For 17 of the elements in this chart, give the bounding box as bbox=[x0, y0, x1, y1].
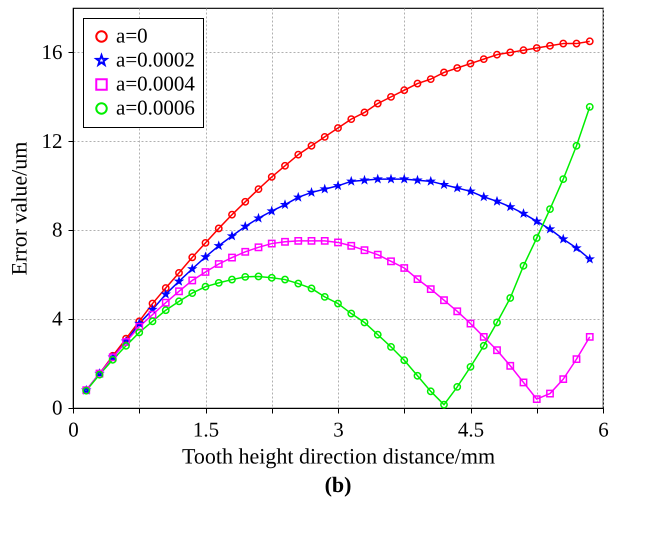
y-tick-label: 16 bbox=[42, 40, 62, 64]
x-tick-label: 4.5 bbox=[458, 418, 484, 442]
y-tick-label: 4 bbox=[52, 306, 63, 331]
x-tick-label: 6 bbox=[598, 418, 609, 442]
y-tick-label: 12 bbox=[42, 128, 62, 153]
x-tick-label: 1.5 bbox=[192, 418, 220, 442]
legend-label: a=0.0006 bbox=[116, 96, 195, 120]
x-tick-label: 0 bbox=[68, 418, 79, 442]
x-tick-label: 3 bbox=[333, 418, 344, 442]
y-tick-label: 8 bbox=[52, 218, 62, 242]
y-tick-label: 0 bbox=[52, 396, 62, 420]
legend-label: a=0.0004 bbox=[116, 72, 196, 96]
x-axis-title: Tooth height direction distance/mm bbox=[182, 444, 496, 468]
legend-label: a=0 bbox=[116, 24, 148, 48]
y-axis-title: Error value/um bbox=[6, 142, 32, 276]
text: (b) bbox=[324, 472, 352, 497]
legend-label: a=0.0002 bbox=[116, 48, 195, 72]
